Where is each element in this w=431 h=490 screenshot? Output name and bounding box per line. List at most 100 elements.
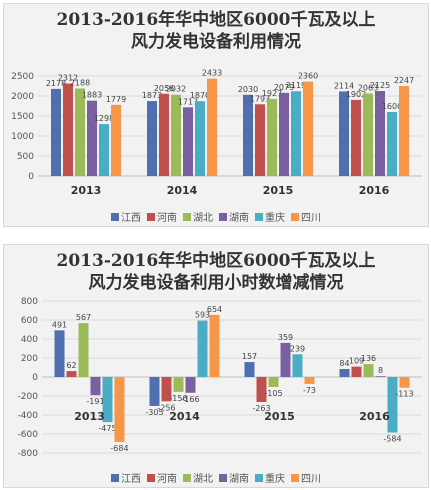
bar-重庆-2015 — [291, 91, 301, 176]
bar-河南-2014 — [159, 93, 169, 176]
bar-湖北-2015 — [268, 377, 279, 387]
bar-四川-2016 — [399, 377, 410, 388]
data-label: 1793 — [250, 94, 270, 103]
category-label-2015: 2015 — [264, 410, 295, 423]
y-tick-label: 1500 — [11, 112, 34, 122]
legend-label: 湖南 — [229, 213, 249, 224]
category-label-2013: 2013 — [74, 410, 105, 423]
bar-四川-2014 — [209, 314, 220, 377]
bar-河南-2013 — [66, 371, 77, 377]
data-label: 2030 — [238, 85, 258, 94]
data-label: -684 — [110, 444, 128, 453]
bar-四川-2013 — [111, 104, 121, 176]
data-label: -156 — [169, 394, 187, 403]
legend-label: 江西 — [121, 213, 141, 224]
legend-label: 重庆 — [265, 474, 285, 485]
legend-label: 四川 — [301, 213, 321, 224]
legend-label: 河南 — [157, 474, 177, 485]
data-label: 491 — [52, 320, 67, 329]
y-tick-label: -800 — [18, 449, 39, 459]
bar-湖北-2014 — [171, 94, 181, 176]
data-label: 567 — [76, 313, 91, 322]
y-tick-label: -600 — [18, 430, 39, 440]
bar-江西-2016 — [339, 369, 350, 377]
data-label: -305 — [145, 408, 163, 417]
legend-item-湖南: 湖南 — [219, 209, 249, 224]
data-label: 2188 — [70, 78, 90, 87]
legend-swatch — [255, 212, 263, 221]
chart-panel-utilization: 2013-2016年华中地区6000千瓦及以上 风力发电设备利用情况 0 500 1… — [3, 3, 429, 227]
data-label: 109 — [349, 357, 364, 366]
bar-湖北-2013 — [78, 323, 89, 377]
legend-item-四川: 四川 — [291, 470, 321, 485]
data-label: 2032 — [166, 85, 186, 94]
bar-湖南-2015 — [280, 342, 291, 377]
data-label: -475 — [98, 424, 116, 433]
data-label: 1717 — [178, 97, 198, 106]
y-tick-label: 2000 — [11, 92, 34, 102]
y-tick-label: 200 — [21, 354, 38, 364]
data-label: 1298 — [94, 114, 114, 123]
category-label-2014: 2014 — [169, 410, 200, 423]
bar-重庆-2014 — [197, 320, 208, 377]
bar-湖北-2016 — [363, 364, 374, 377]
bar-重庆-2013 — [102, 377, 113, 423]
data-label: -191 — [86, 397, 104, 406]
bar-湖南-2014 — [183, 107, 193, 176]
legend-item-重庆: 重庆 — [255, 470, 285, 485]
chart1-title-line2: 风力发电设备利用情况 — [131, 32, 301, 52]
bar-江西-2014 — [147, 101, 157, 176]
bar-四川-2016 — [399, 86, 409, 176]
data-label: 1600 — [382, 102, 402, 111]
chart2-title-line2: 风力发电设备利用小时数增减情况 — [88, 273, 344, 293]
y-tick-label: 500 — [17, 152, 34, 162]
legend-item-河南: 河南 — [147, 209, 177, 224]
data-label: 136 — [361, 354, 376, 363]
bar-河南-2016 — [351, 99, 361, 176]
data-label: 1870 — [190, 91, 210, 100]
legend-swatch — [255, 473, 263, 482]
bar-江西-2016 — [339, 91, 349, 176]
data-label: 359 — [278, 333, 293, 342]
data-label: 2056 — [154, 84, 174, 93]
data-label: 2312 — [58, 74, 78, 83]
bar-湖南-2014 — [185, 377, 196, 393]
bar-湖南-2013 — [90, 377, 101, 396]
bar-湖南-2015 — [279, 92, 289, 176]
legend-swatch — [111, 212, 119, 221]
y-tick-label: 0 — [32, 373, 38, 383]
legend-swatch — [111, 473, 119, 482]
y-tick-label: 2500 — [11, 72, 34, 82]
data-label: 1883 — [82, 91, 102, 100]
category-label-2013: 2013 — [71, 184, 102, 197]
y-tick-label: 400 — [21, 335, 38, 345]
data-label: -263 — [252, 404, 270, 413]
legend-swatch — [291, 473, 299, 482]
legend-item-重庆: 重庆 — [255, 209, 285, 224]
chart2-title-line1: 2013-2016年华中地区6000千瓦及以上 — [56, 251, 376, 271]
bar-四川-2014 — [207, 78, 217, 176]
bar-河南-2013 — [63, 83, 73, 176]
y-tick-label: 600 — [21, 316, 38, 326]
bar-四川-2013 — [114, 377, 125, 442]
bar-湖南-2016 — [375, 91, 385, 176]
data-label: -73 — [303, 386, 316, 395]
data-label: 654 — [207, 305, 222, 314]
data-label: 62 — [66, 361, 76, 370]
data-label: 1873 — [142, 91, 162, 100]
legend-item-河南: 河南 — [147, 470, 177, 485]
data-label: -166 — [181, 395, 199, 404]
data-label: 239 — [290, 344, 305, 353]
data-label: 157 — [242, 352, 257, 361]
data-label: 2063 — [358, 83, 378, 92]
data-label: -256 — [157, 403, 175, 412]
y-tick-label: 0 — [28, 172, 34, 182]
legend-swatch — [147, 473, 155, 482]
legend-label: 湖北 — [193, 213, 213, 224]
legend-item-湖北: 湖北 — [183, 209, 213, 224]
data-label: -584 — [383, 434, 401, 443]
y-tick-label: 1000 — [11, 132, 34, 142]
legend-swatch — [291, 212, 299, 221]
bar-江西-2013 — [54, 330, 65, 377]
chart1-title-line1: 2013-2016年华中地区6000千瓦及以上 — [56, 10, 376, 30]
